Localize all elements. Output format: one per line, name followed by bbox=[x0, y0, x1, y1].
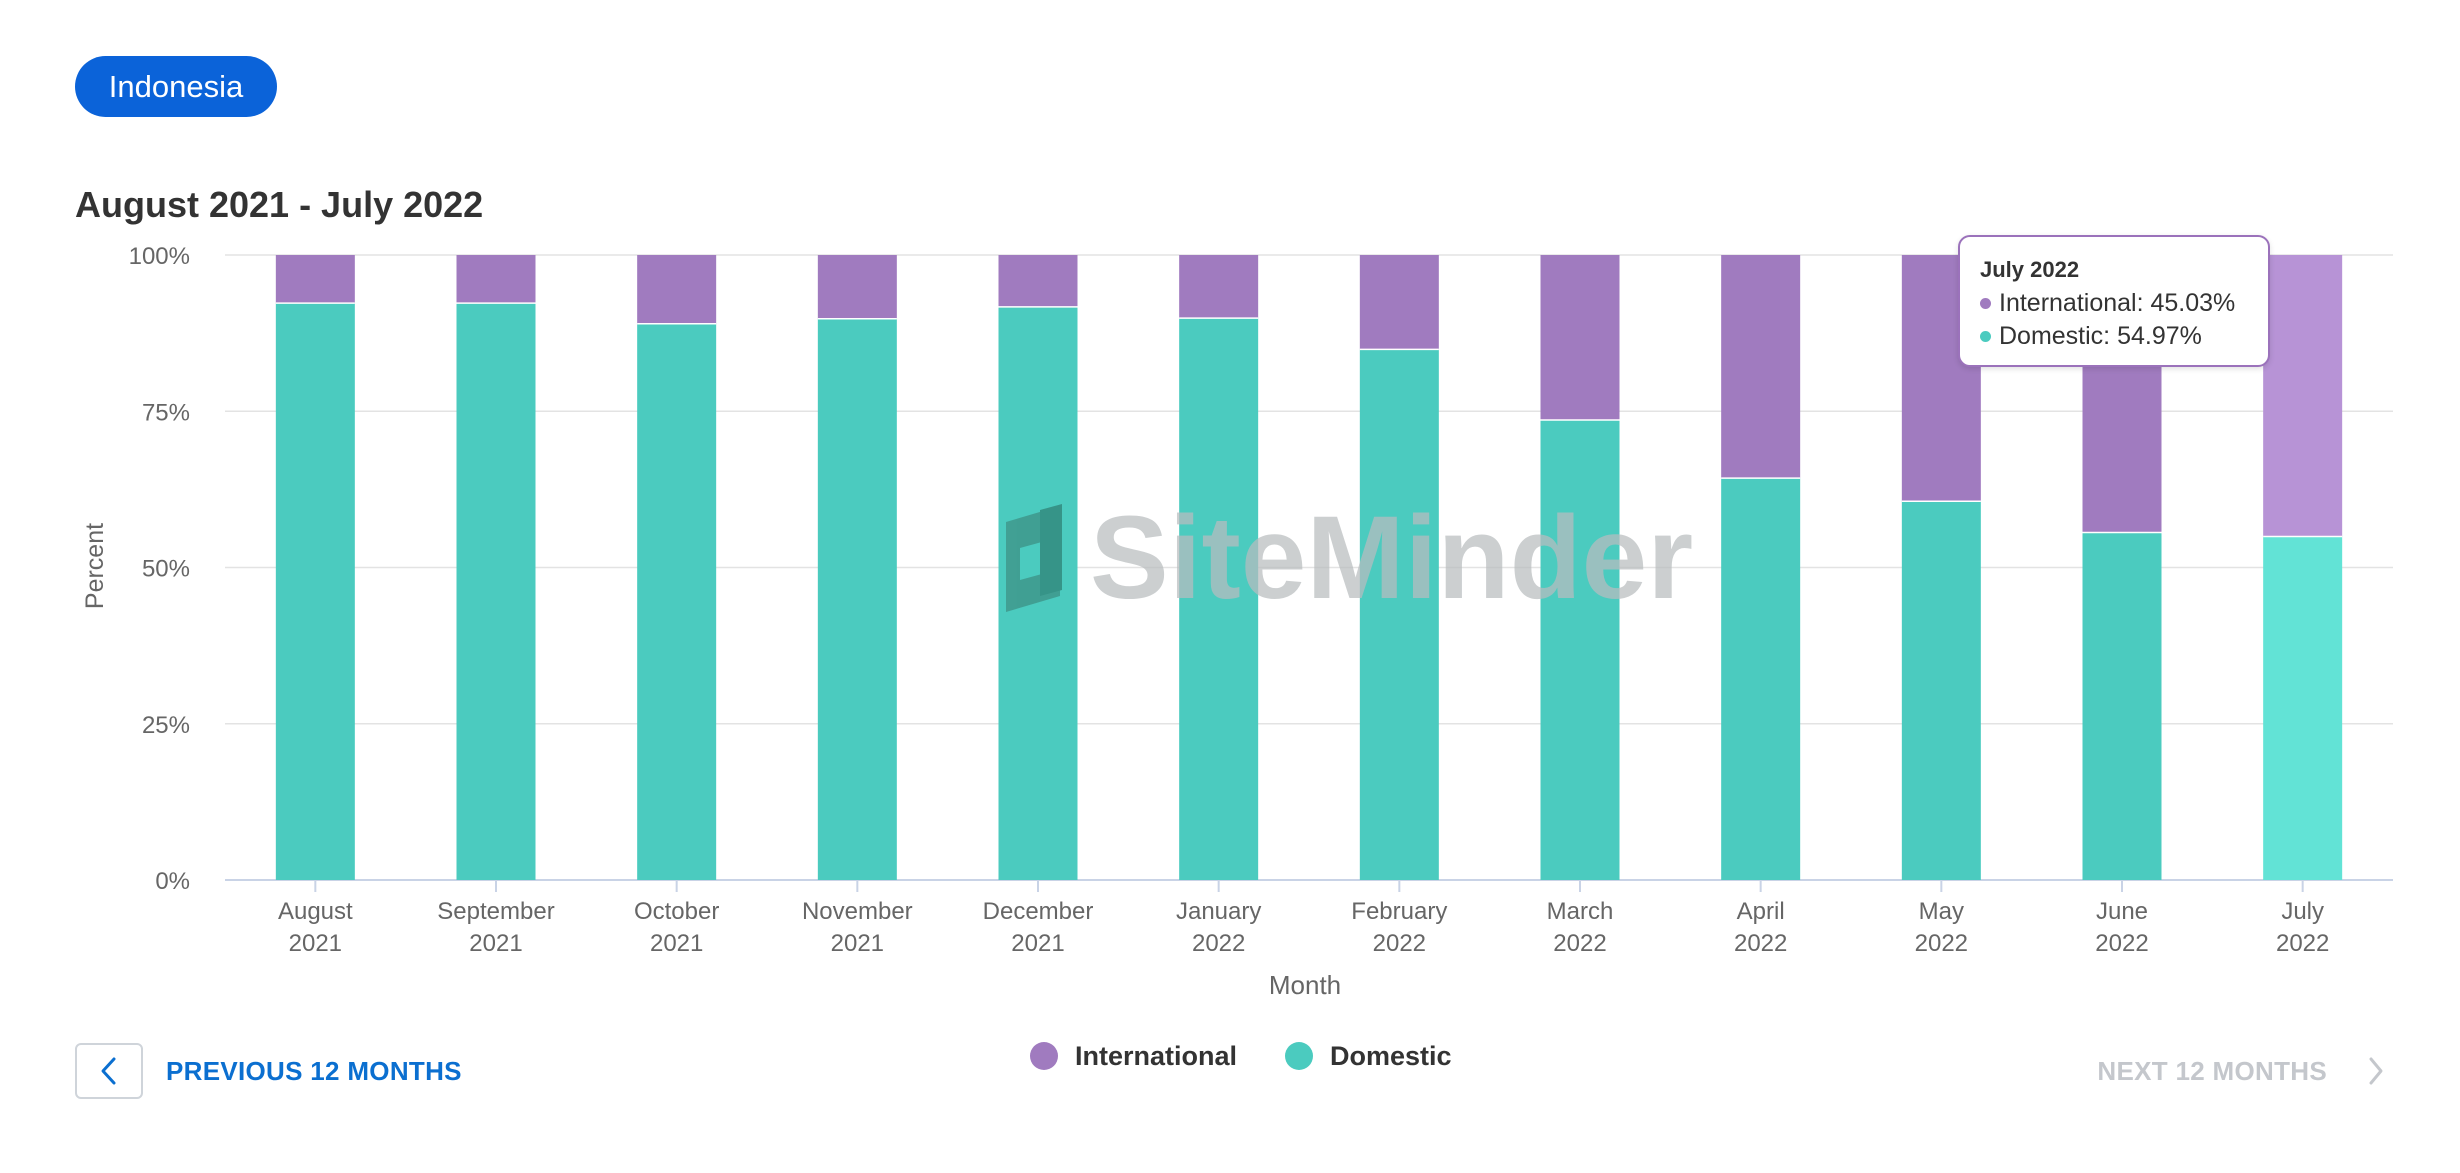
y-tick-label: 75% bbox=[142, 399, 190, 426]
y-axis-label: Percent bbox=[81, 523, 109, 609]
bar-international[interactable] bbox=[637, 255, 717, 324]
bar-domestic[interactable] bbox=[1179, 318, 1259, 880]
bar-domestic[interactable] bbox=[1359, 349, 1439, 880]
x-tick-label-year: 2021 bbox=[289, 930, 342, 957]
x-axis-ticks: August 2021 September 2021 October 2021 Novemb… bbox=[278, 880, 2329, 957]
bar-international[interactable] bbox=[456, 255, 536, 304]
tooltip-international-value: International: 45.03% bbox=[1999, 289, 2236, 317]
x-tick-label-year: 2022 bbox=[1553, 930, 1606, 957]
x-tick-label-month: April bbox=[1737, 898, 1785, 925]
stacked-bar-chart: 0% 25% 50% 75% 100% August 2021 September 2021 O… bbox=[81, 243, 2393, 1000]
tooltip-row-domestic: Domestic: 54.97% bbox=[1980, 320, 2248, 353]
chevron-left-icon bbox=[101, 1057, 116, 1085]
x-tick-label-year: 2022 bbox=[1734, 930, 1787, 957]
domestic-swatch-icon bbox=[1285, 1042, 1314, 1070]
chart-tooltip: July 2022 International: 45.03% Domestic… bbox=[1958, 235, 2270, 367]
x-tick-label-month: June bbox=[2096, 898, 2148, 925]
international-dot-icon bbox=[1980, 298, 1991, 309]
x-tick-label-month: March bbox=[1547, 898, 1614, 925]
international-swatch-icon bbox=[1030, 1042, 1058, 1070]
x-tick-label-month: January bbox=[1176, 898, 1261, 925]
x-tick-label-month: July bbox=[2281, 898, 2324, 925]
bar-domestic[interactable] bbox=[275, 303, 355, 880]
country-filter-chip[interactable]: Indonesia bbox=[75, 56, 277, 117]
x-tick-label-year: 2022 bbox=[1373, 930, 1426, 957]
bar-international[interactable] bbox=[1540, 255, 1620, 420]
x-tick-label-month: August bbox=[278, 898, 353, 925]
next-12-months-button[interactable]: NEXT 12 MONTHS bbox=[2097, 1043, 2385, 1099]
y-tick-label: 0% bbox=[155, 868, 190, 895]
legend-item-international[interactable]: International bbox=[1030, 1041, 1237, 1072]
y-tick-label: 25% bbox=[142, 712, 190, 739]
x-tick-label-month: February bbox=[1351, 898, 1447, 925]
bar-international[interactable] bbox=[275, 255, 355, 304]
watermark-text: SiteMinder bbox=[1090, 492, 1693, 624]
x-tick-label-month: December bbox=[983, 898, 1094, 925]
bar-domestic[interactable] bbox=[1540, 420, 1620, 880]
x-tick-label-month: November bbox=[802, 898, 913, 925]
chevron-right-icon bbox=[2369, 1057, 2383, 1085]
legend-label-domestic: Domestic bbox=[1330, 1040, 1452, 1071]
bar-domestic[interactable] bbox=[456, 303, 536, 880]
x-tick-label-year: 2022 bbox=[2095, 930, 2148, 957]
bar-international[interactable] bbox=[1359, 255, 1439, 350]
x-tick-label-year: 2021 bbox=[831, 930, 884, 957]
tooltip-row-international: International: 45.03% bbox=[1980, 287, 2248, 320]
bar-international[interactable] bbox=[2263, 255, 2343, 537]
y-axis-ticks: 0% 25% 50% 75% 100% bbox=[129, 243, 190, 895]
tooltip-domestic-value: Domestic: 54.97% bbox=[1999, 322, 2202, 350]
x-tick-label-month: September bbox=[437, 898, 554, 925]
x-tick-label-year: 2021 bbox=[1011, 930, 1064, 957]
tooltip-title: July 2022 bbox=[1980, 257, 2080, 282]
y-tick-label: 100% bbox=[129, 243, 190, 270]
bar-domestic[interactable] bbox=[2263, 536, 2343, 880]
bar-domestic[interactable] bbox=[1721, 478, 1801, 880]
date-range-title: August 2021 - July 2022 bbox=[75, 184, 484, 225]
bar-international[interactable] bbox=[817, 255, 897, 319]
previous-12-months-label[interactable]: PREVIOUS 12 MONTHS bbox=[166, 1055, 462, 1086]
previous-button-box[interactable] bbox=[75, 1043, 143, 1099]
bars bbox=[275, 255, 2343, 881]
x-axis-label: Month bbox=[1269, 970, 1341, 1000]
next-12-months-label[interactable]: NEXT 12 MONTHS bbox=[2097, 1055, 2327, 1086]
legend-label-international: International bbox=[1075, 1040, 1238, 1071]
x-tick-label-month: October bbox=[634, 898, 719, 925]
bar-international[interactable] bbox=[998, 255, 1078, 307]
bar-domestic[interactable] bbox=[2082, 532, 2162, 881]
siteminder-logo-icon bbox=[1006, 504, 1062, 612]
bar-international[interactable] bbox=[1179, 255, 1259, 319]
domestic-dot-icon bbox=[1980, 331, 1991, 342]
bar-domestic[interactable] bbox=[817, 318, 897, 880]
x-tick-label-year: 2021 bbox=[469, 930, 522, 957]
chart-legend: International Domestic bbox=[1030, 1038, 1500, 1074]
bar-international[interactable] bbox=[1721, 255, 1801, 479]
previous-12-months-button[interactable]: PREVIOUS 12 MONTHS bbox=[75, 1043, 462, 1099]
legend-item-domestic[interactable]: Domestic bbox=[1285, 1041, 1452, 1072]
x-tick-label-year: 2022 bbox=[2276, 930, 2329, 957]
x-tick-label-year: 2021 bbox=[650, 930, 703, 957]
x-tick-label-year: 2022 bbox=[1915, 930, 1968, 957]
watermark: SiteMinder bbox=[1006, 492, 1693, 624]
x-tick-label-year: 2022 bbox=[1192, 930, 1245, 957]
bar-domestic[interactable] bbox=[637, 323, 717, 880]
bar-domestic[interactable] bbox=[1901, 501, 1981, 880]
x-tick-label-month: May bbox=[1919, 898, 1964, 925]
y-tick-label: 50% bbox=[142, 556, 190, 583]
